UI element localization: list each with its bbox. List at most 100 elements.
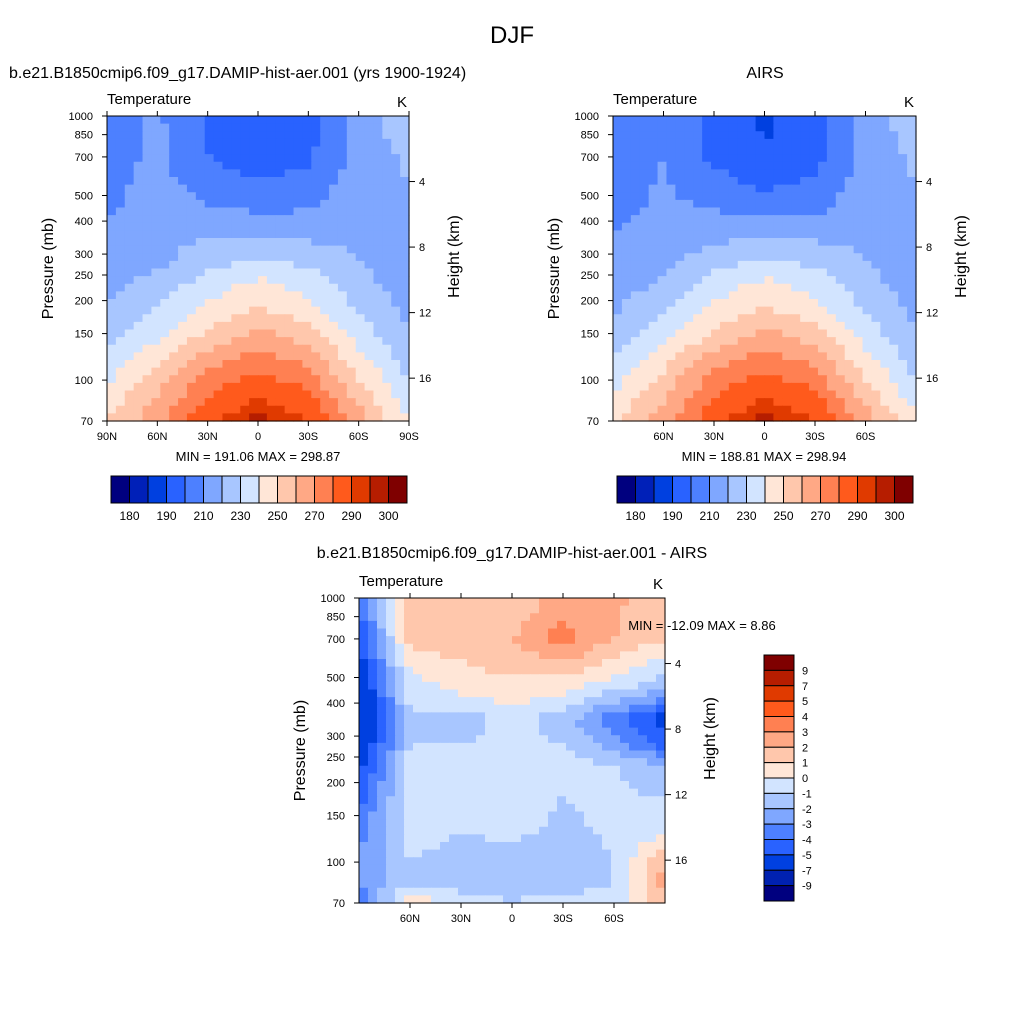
colorbar-label: 230 — [736, 509, 756, 523]
field-cell — [386, 659, 396, 668]
field-cell — [826, 116, 837, 125]
field-cell — [602, 742, 612, 752]
field-cell — [240, 199, 250, 209]
field-cell — [773, 207, 783, 216]
field-cell — [382, 413, 392, 422]
field-cell — [404, 712, 414, 721]
field-cell — [400, 146, 410, 155]
field-cell — [898, 352, 908, 361]
field-cell — [240, 283, 250, 292]
field-cell — [621, 382, 632, 392]
field-cell — [222, 146, 232, 155]
field-cell — [675, 238, 685, 247]
field-cell — [467, 758, 477, 767]
field-cell — [249, 314, 259, 323]
colorbar-swatch — [129, 475, 149, 504]
field-cell — [395, 643, 405, 652]
field-cell — [485, 735, 495, 744]
field-cell — [702, 375, 712, 384]
field-cell — [204, 367, 215, 376]
field-cell — [782, 199, 792, 209]
field-cell — [231, 314, 241, 323]
field-cell — [377, 872, 387, 881]
y-tick-label: 100 — [75, 375, 93, 387]
field-cell — [311, 321, 321, 331]
field-cell — [124, 390, 135, 399]
field-cell — [293, 398, 304, 407]
field-cell — [675, 131, 685, 140]
field-cell — [611, 803, 621, 813]
field-cell — [337, 146, 348, 155]
field-cell — [844, 177, 855, 186]
field-cell — [666, 352, 676, 361]
field-cell — [889, 329, 899, 338]
field-cell — [359, 887, 369, 896]
field-cell — [142, 382, 153, 392]
field-cell — [639, 245, 650, 254]
field-cell — [826, 291, 837, 300]
field-cell — [337, 230, 348, 239]
field-cell — [557, 887, 567, 896]
field-cell — [557, 781, 567, 790]
field-cell — [675, 405, 685, 414]
field-cell — [639, 161, 650, 170]
field-cell — [647, 651, 657, 660]
field-cell — [195, 344, 206, 353]
field-cell — [693, 390, 703, 399]
field-cell — [115, 177, 126, 186]
field-cell — [512, 628, 522, 637]
field-cell — [377, 765, 387, 774]
field-cell — [621, 123, 632, 132]
field-cell — [613, 260, 623, 270]
field-cell — [395, 887, 405, 896]
field-cell — [329, 169, 339, 178]
field-cell — [791, 344, 801, 353]
field-cell — [826, 222, 837, 231]
field-cell — [258, 398, 268, 407]
field-cell — [151, 306, 161, 315]
field-cell — [880, 367, 890, 376]
field-cell — [638, 811, 648, 820]
field-cell — [539, 758, 549, 767]
field-cell — [151, 337, 161, 346]
field-cell — [638, 880, 648, 889]
field-cell — [584, 864, 594, 874]
field-cell — [440, 864, 450, 874]
field-cell — [346, 222, 357, 231]
field-cell — [404, 651, 414, 660]
field-cell — [440, 788, 450, 797]
field-cell — [467, 712, 477, 721]
field-cell — [800, 146, 810, 155]
field-cell — [647, 880, 657, 889]
field-cell — [764, 116, 775, 125]
field-cell — [539, 872, 549, 881]
field-cell — [880, 299, 890, 308]
field-cell — [124, 131, 135, 140]
field-cell — [629, 834, 639, 843]
field-cell — [213, 169, 224, 178]
field-cell — [656, 849, 666, 858]
field-cell — [115, 268, 126, 277]
field-cell — [530, 613, 540, 622]
field-cell — [835, 253, 846, 262]
field-cell — [800, 344, 810, 353]
field-cell — [853, 367, 864, 376]
field-cell — [630, 260, 641, 270]
field-cell — [898, 405, 908, 414]
field-cell — [337, 321, 348, 331]
field-cell — [222, 131, 232, 140]
field-cell — [719, 291, 730, 300]
field-cell — [648, 169, 659, 178]
field-cell — [302, 299, 312, 308]
panel-title: AIRS — [746, 65, 783, 82]
field-cell — [613, 222, 623, 231]
field-cell — [413, 811, 423, 820]
field-cell — [115, 413, 126, 422]
field-cell — [648, 222, 659, 231]
field-cell — [782, 146, 792, 155]
field-cell — [293, 222, 304, 231]
field-cell — [160, 398, 170, 407]
field-cell — [275, 245, 286, 254]
field-cell — [621, 131, 632, 140]
field-cell — [311, 215, 321, 224]
